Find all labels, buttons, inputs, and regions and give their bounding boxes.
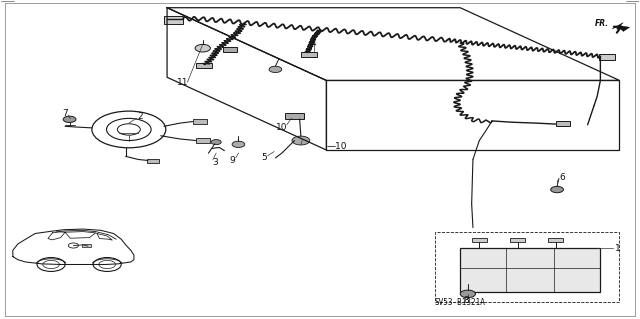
FancyBboxPatch shape <box>196 63 212 69</box>
Text: —10: —10 <box>326 142 347 151</box>
FancyBboxPatch shape <box>82 244 91 248</box>
Text: 5: 5 <box>261 153 267 162</box>
Text: 4: 4 <box>311 39 316 48</box>
FancyBboxPatch shape <box>147 159 159 163</box>
Text: 10: 10 <box>276 123 287 132</box>
Circle shape <box>211 140 221 145</box>
FancyBboxPatch shape <box>599 54 615 60</box>
Circle shape <box>195 44 211 52</box>
FancyBboxPatch shape <box>510 238 525 242</box>
FancyBboxPatch shape <box>164 16 183 24</box>
Circle shape <box>292 136 310 145</box>
Text: 8: 8 <box>464 296 469 305</box>
Text: SV53-B1321A: SV53-B1321A <box>435 298 486 307</box>
FancyBboxPatch shape <box>196 138 210 143</box>
FancyBboxPatch shape <box>460 248 600 292</box>
FancyBboxPatch shape <box>285 113 304 119</box>
Circle shape <box>63 116 76 122</box>
Polygon shape <box>612 23 630 32</box>
FancyBboxPatch shape <box>556 121 570 126</box>
Text: 1: 1 <box>615 243 621 253</box>
FancyBboxPatch shape <box>193 119 207 124</box>
FancyBboxPatch shape <box>472 238 487 242</box>
Text: FR.: FR. <box>595 19 609 28</box>
Text: 6: 6 <box>559 173 565 182</box>
FancyBboxPatch shape <box>223 47 237 52</box>
FancyBboxPatch shape <box>301 52 317 57</box>
FancyBboxPatch shape <box>548 238 563 242</box>
Circle shape <box>460 290 476 298</box>
Text: 11: 11 <box>177 78 189 86</box>
Text: 7: 7 <box>62 109 68 118</box>
Circle shape <box>232 141 245 147</box>
Text: 9: 9 <box>229 156 235 165</box>
Circle shape <box>550 186 563 193</box>
Circle shape <box>269 66 282 72</box>
Text: 3: 3 <box>212 158 218 167</box>
Text: 2: 2 <box>138 112 143 121</box>
